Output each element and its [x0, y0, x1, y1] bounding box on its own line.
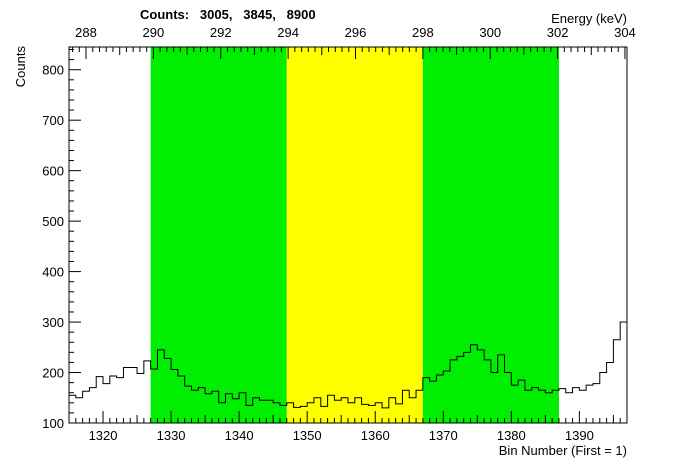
- energy-tick-label: 298: [412, 25, 434, 40]
- y-tick-label: 700: [42, 113, 64, 128]
- y-tick-label: 800: [42, 63, 64, 78]
- y-axis-ticks: 100 200 300 400 500 600 700 800: [42, 49, 81, 431]
- energy-tick-label: 296: [345, 25, 367, 40]
- y-tick-label: 100: [42, 416, 64, 431]
- region-band-1: [150, 47, 287, 423]
- y-tick-label: 500: [42, 214, 64, 229]
- energy-axis-ticks: 288 290 292 294 296 298 300 302 304: [72, 25, 636, 59]
- x-axis-ticks: 1320 1330 1340 1350 1360 1370 1380 1390: [68, 411, 628, 443]
- x-tick-label: 1390: [565, 428, 594, 443]
- energy-tick-label: 288: [75, 25, 97, 40]
- x-axis-title: Bin Number (First = 1): [499, 443, 627, 458]
- x-tick-label: 1360: [361, 428, 390, 443]
- region-bands: [150, 47, 559, 423]
- counts-title: Counts: 3005, 3845, 8900: [140, 7, 316, 22]
- y-axis-title: Counts: [13, 46, 28, 88]
- x-tick-label: 1330: [157, 428, 186, 443]
- y-tick-label: 200: [42, 366, 64, 381]
- histogram-line: [69, 321, 627, 409]
- region-band-2: [286, 47, 423, 423]
- energy-tick-label: 292: [210, 25, 232, 40]
- x-tick-label: 1320: [89, 428, 118, 443]
- y-tick-label: 300: [42, 315, 64, 330]
- energy-tick-label: 290: [143, 25, 165, 40]
- y-tick-label: 600: [42, 164, 64, 179]
- x-tick-label: 1380: [497, 428, 526, 443]
- energy-tick-label: 294: [277, 25, 299, 40]
- x-tick-label: 1350: [293, 428, 322, 443]
- energy-axis-title: Energy (keV): [551, 11, 627, 26]
- energy-tick-label: 304: [614, 25, 636, 40]
- x-tick-label: 1370: [429, 428, 458, 443]
- energy-tick-label: 302: [547, 25, 569, 40]
- x-tick-label: 1340: [225, 428, 254, 443]
- energy-tick-label: 300: [479, 25, 501, 40]
- y-tick-label: 400: [42, 265, 64, 280]
